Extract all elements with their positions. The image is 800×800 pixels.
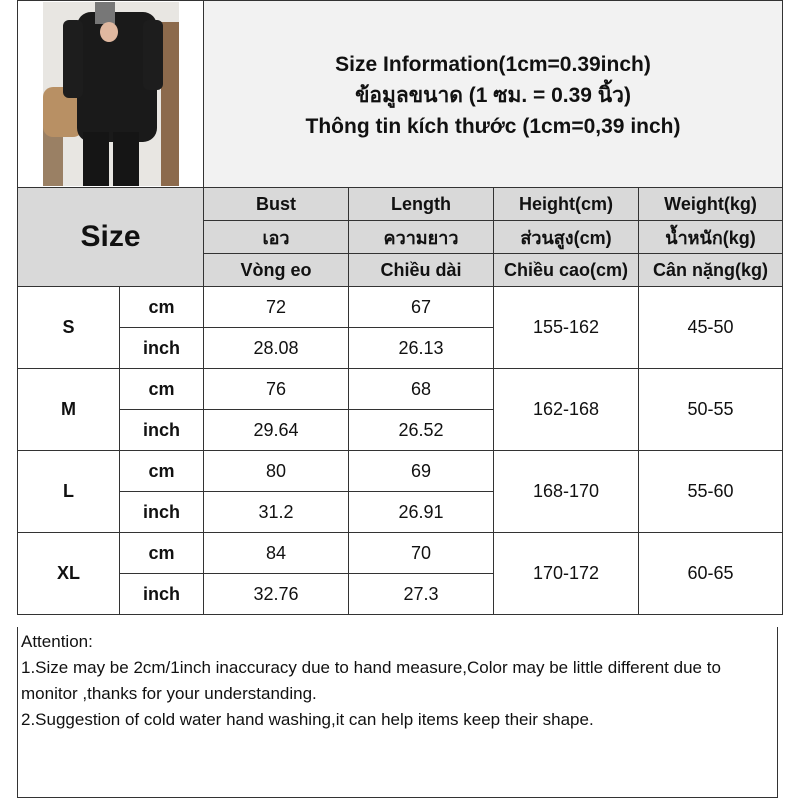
product-photo — [17, 0, 204, 188]
bust-value: 31.2 — [203, 491, 349, 533]
attention-line: 2.Suggestion of cold water hand washing,… — [21, 710, 594, 729]
table-row: M cm 76 68 162-168 50-55 — [17, 368, 784, 451]
weight-value: 60-65 — [637, 532, 784, 615]
bust-value: 29.64 — [203, 409, 349, 451]
col-header: Cân nặng(kg) — [637, 253, 784, 287]
size-label: L — [17, 450, 120, 533]
length-value: 70 — [348, 532, 494, 574]
table-row: inch 31.2 26.91 — [18, 491, 783, 533]
attention-heading: Attention: — [21, 632, 93, 651]
bust-value: 72 — [203, 286, 349, 328]
col-header: Height(cm) — [493, 187, 639, 221]
unit-label: inch — [119, 327, 204, 369]
length-value: 26.52 — [348, 409, 494, 451]
table-row: XL cm 84 70 170-172 60-65 — [17, 532, 784, 615]
title-thai: ข้อมูลขนาด (1 ซม. = 0.39 นิ้ว) — [355, 84, 631, 107]
table-row: inch 28.08 26.13 — [18, 327, 783, 369]
bust-value: 32.76 — [203, 573, 349, 615]
table-row: L cm 80 69 168-170 55-60 — [17, 450, 784, 533]
size-chart: Size Information(1cm=0.39inch) ข้อมูลขนา… — [17, 0, 784, 615]
unit-label: cm — [119, 450, 204, 492]
bust-value: 28.08 — [203, 327, 349, 369]
length-value: 69 — [348, 450, 494, 492]
bust-value: 76 — [203, 368, 349, 410]
title-english: Size Information(1cm=0.39inch) — [335, 53, 651, 76]
attention-notes: Attention: 1.Size may be 2cm/1inch inacc… — [17, 627, 778, 798]
length-value: 68 — [348, 368, 494, 410]
col-header: ส่วนสูง(cm) — [493, 220, 639, 254]
size-info-title: Size Information(1cm=0.39inch) ข้อมูลขนา… — [202, 0, 784, 188]
unit-label: inch — [119, 491, 204, 533]
height-value: 168-170 — [493, 450, 639, 533]
height-value: 162-168 — [493, 368, 639, 451]
unit-label: cm — [119, 286, 204, 328]
table-row: S cm 72 67 155-162 45-50 — [17, 286, 784, 369]
height-value: 170-172 — [493, 532, 639, 615]
unit-label: inch — [119, 573, 204, 615]
col-header: Weight(kg) — [637, 187, 784, 221]
col-header: ความยาว — [348, 220, 494, 254]
col-header: Chiều cao(cm) — [493, 253, 639, 287]
size-header: Size — [17, 187, 204, 287]
length-value: 26.91 — [348, 491, 494, 533]
unit-label: cm — [119, 532, 204, 574]
bust-value: 84 — [203, 532, 349, 574]
length-value: 27.3 — [348, 573, 494, 615]
unit-label: cm — [119, 368, 204, 410]
col-header: น้ำหนัก(kg) — [637, 220, 784, 254]
length-value: 67 — [348, 286, 494, 328]
weight-value: 50-55 — [637, 368, 784, 451]
size-label: M — [17, 368, 120, 451]
table-row: inch 32.76 27.3 — [18, 573, 783, 615]
size-label: XL — [17, 532, 120, 615]
bust-value: 80 — [203, 450, 349, 492]
length-value: 26.13 — [348, 327, 494, 369]
title-vietnamese: Thông tin kích thước (1cm=0,39 inch) — [305, 115, 681, 138]
col-header: Vòng eo — [203, 253, 349, 287]
weight-value: 55-60 — [637, 450, 784, 533]
attention-line: 1.Size may be 2cm/1inch inaccuracy due t… — [21, 658, 721, 703]
size-table: Size Information(1cm=0.39inch) ข้อมูลขนา… — [17, 0, 784, 615]
col-header: เอว — [203, 220, 349, 254]
col-header: Bust — [203, 187, 349, 221]
size-label: S — [17, 286, 120, 369]
weight-value: 45-50 — [637, 286, 784, 369]
col-header: Length — [348, 187, 494, 221]
col-header: Chiều dài — [348, 253, 494, 287]
unit-label: inch — [119, 409, 204, 451]
height-value: 155-162 — [493, 286, 639, 369]
